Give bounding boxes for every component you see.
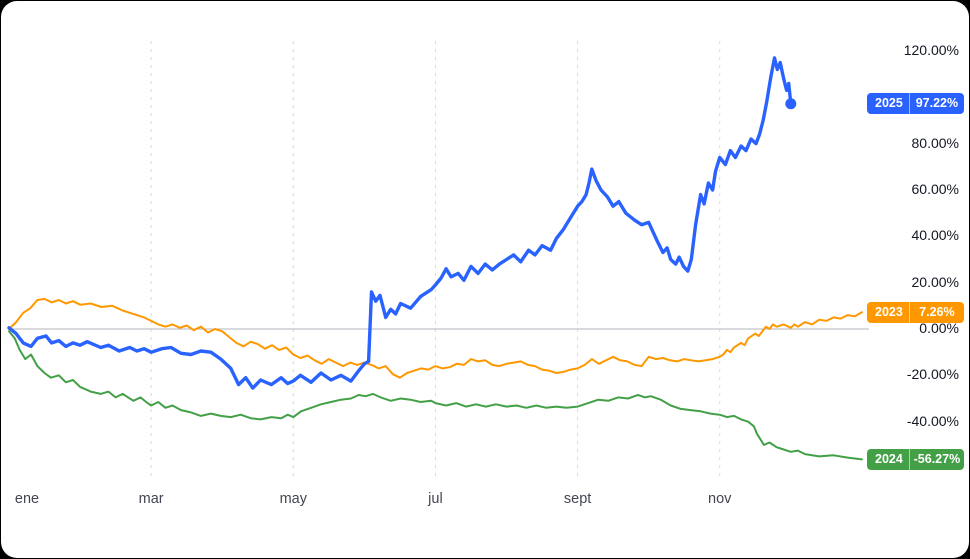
y-tick-label: 120.00% bbox=[903, 41, 959, 58]
x-tick-label-jul: jul bbox=[428, 491, 443, 507]
y-tick-label: -20.00% bbox=[906, 366, 959, 383]
value-badge-2023[interactable]: 2023 7.26% bbox=[867, 301, 964, 323]
y-tick-label: 80.00% bbox=[911, 134, 959, 151]
time-axis[interactable]: ene mar may jul sept nov bbox=[1, 483, 881, 523]
series-line-2025[interactable] bbox=[7, 56, 793, 390]
x-tick-label-sept: sept bbox=[563, 491, 592, 507]
y-tick-label: 20.00% bbox=[911, 273, 959, 290]
badge-value-label: -56.27% bbox=[913, 451, 961, 466]
y-tick-label: -40.00% bbox=[906, 412, 959, 429]
badge-year-label: 2023 bbox=[867, 301, 910, 323]
x-tick-label-nov: nov bbox=[708, 491, 732, 507]
x-tick-label-mar: mar bbox=[138, 491, 164, 507]
value-badge-2025[interactable]: 2025 97.22% bbox=[867, 93, 964, 115]
badge-year-label: 2024 bbox=[867, 448, 910, 470]
x-tick-label-ene: ene bbox=[14, 491, 40, 507]
last-value-marker-2025 bbox=[785, 98, 797, 110]
value-badge-2024[interactable]: 2024 -56.27% bbox=[867, 448, 964, 470]
y-tick-label: 40.00% bbox=[911, 227, 959, 244]
y-tick-label: 0.00% bbox=[919, 320, 959, 336]
badge-value-label: 7.26% bbox=[919, 304, 955, 319]
series-line-2023[interactable] bbox=[8, 297, 863, 379]
badge-year-label: 2025 bbox=[867, 93, 910, 115]
price-axis[interactable]: 120.00% 80.00% 60.00% 40.00% 20.00% 0.00% -20.… bbox=[877, 1, 969, 558]
badge-value-label: 97.22% bbox=[915, 96, 959, 111]
x-tick-label-may: may bbox=[279, 491, 307, 507]
y-tick-label: 60.00% bbox=[911, 180, 959, 197]
series-line-2024[interactable] bbox=[8, 330, 863, 461]
